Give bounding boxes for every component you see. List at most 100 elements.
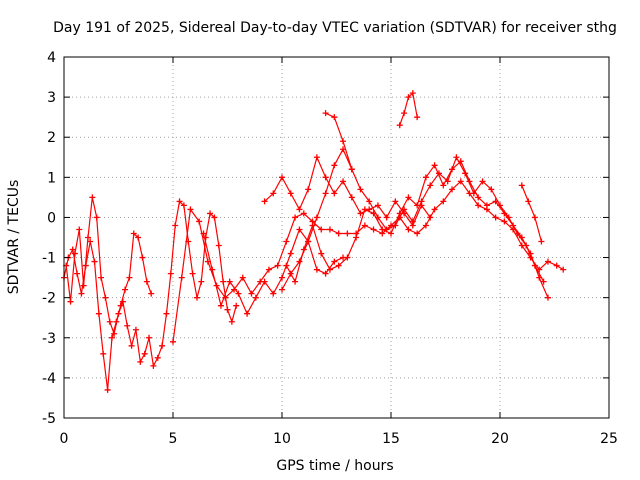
x-axis-label: GPS time / hours (276, 458, 393, 474)
series-track-8 (322, 110, 355, 173)
data-point (475, 202, 482, 209)
data-point (322, 270, 329, 277)
data-point (108, 334, 115, 341)
data-point (292, 214, 299, 221)
data-point (344, 254, 351, 261)
data-point (470, 190, 477, 197)
data-point (198, 278, 205, 285)
data-point (261, 198, 268, 205)
data-point (115, 310, 122, 317)
x-tick-labels: 0 5 10 15 20 25 (60, 431, 618, 447)
data-point (440, 198, 447, 205)
series-layer (61, 90, 567, 393)
data-point (106, 318, 113, 325)
data-point (244, 310, 251, 317)
data-point (207, 210, 214, 217)
data-point (340, 178, 347, 185)
data-point (361, 206, 368, 213)
y-tick-label: -2 (42, 291, 56, 307)
data-point (180, 202, 187, 209)
y-tick-label: -5 (42, 411, 56, 427)
data-point (265, 266, 272, 273)
x-tick-label: 20 (491, 431, 509, 447)
data-point (488, 186, 495, 193)
x-tick-label: 15 (382, 431, 400, 447)
data-point (248, 290, 255, 297)
data-point (305, 186, 312, 193)
data-point (209, 266, 216, 273)
data-point (409, 218, 416, 225)
data-point (104, 386, 111, 393)
data-point (313, 154, 320, 161)
data-point (318, 250, 325, 257)
data-point (322, 110, 329, 117)
data-point (396, 122, 403, 129)
data-point (560, 266, 567, 273)
data-point (331, 190, 338, 197)
data-point (331, 114, 338, 121)
data-point (326, 266, 333, 273)
data-point (331, 258, 338, 265)
data-point (544, 258, 551, 265)
data-point (130, 230, 137, 237)
data-point (427, 214, 434, 221)
data-point (383, 214, 390, 221)
data-point (279, 286, 285, 293)
data-point (172, 222, 179, 229)
data-point (252, 294, 259, 301)
series-track-7 (279, 146, 547, 293)
chart-title: Day 191 of 2025, Sidereal Day-to-day VTE… (53, 20, 617, 36)
data-point (95, 310, 102, 317)
data-point (159, 342, 166, 349)
data-point (287, 270, 294, 277)
data-point (457, 178, 464, 185)
x-tick-label: 5 (169, 431, 178, 447)
data-point (514, 230, 521, 237)
data-point (374, 202, 381, 209)
data-point (431, 206, 438, 213)
data-point (427, 182, 434, 189)
data-point (422, 174, 429, 181)
data-point (239, 274, 246, 281)
data-point (220, 278, 227, 285)
data-point (98, 274, 105, 281)
data-point (270, 290, 277, 297)
data-point (132, 326, 139, 333)
data-point (78, 290, 85, 297)
series-track-3 (170, 178, 567, 345)
data-point (449, 186, 456, 193)
data-point (348, 166, 355, 173)
data-point (405, 226, 412, 233)
y-tick-label: 0 (47, 210, 56, 226)
data-point (388, 230, 394, 237)
y-tick-label: -4 (42, 371, 56, 387)
data-point (93, 214, 100, 221)
data-point (344, 230, 351, 237)
data-point (196, 218, 203, 225)
data-point (200, 230, 207, 237)
data-point (518, 182, 525, 189)
data-point (69, 246, 76, 253)
data-point (187, 206, 194, 213)
data-point (405, 94, 412, 101)
data-point (357, 210, 364, 217)
data-point (453, 154, 460, 161)
data-point (167, 270, 174, 277)
data-point (292, 278, 299, 285)
data-point (296, 226, 303, 233)
y-tick-label: -1 (42, 251, 56, 267)
x-tick-label: 10 (273, 431, 291, 447)
data-point (150, 362, 157, 369)
data-point (505, 214, 512, 221)
data-point (163, 310, 170, 317)
data-point (392, 222, 399, 229)
data-point (479, 178, 486, 185)
data-point (348, 194, 355, 201)
data-point (525, 198, 532, 205)
data-point (501, 218, 508, 225)
data-point (279, 274, 285, 281)
series-line (202, 228, 344, 315)
data-point (128, 342, 135, 349)
data-point (431, 162, 438, 169)
